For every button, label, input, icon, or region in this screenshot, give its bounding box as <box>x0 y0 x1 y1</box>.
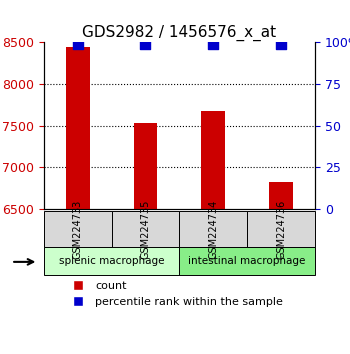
Bar <box>201 111 225 209</box>
Bar <box>66 47 90 209</box>
Point <box>210 41 216 47</box>
Text: GSM224736: GSM224736 <box>276 199 286 258</box>
FancyBboxPatch shape <box>179 247 315 275</box>
FancyBboxPatch shape <box>44 211 112 247</box>
Text: intestinal macrophage: intestinal macrophage <box>189 256 306 266</box>
Point <box>143 41 148 47</box>
Text: splenic macrophage: splenic macrophage <box>59 256 164 266</box>
FancyBboxPatch shape <box>112 211 179 247</box>
FancyBboxPatch shape <box>44 247 179 275</box>
FancyBboxPatch shape <box>247 211 315 247</box>
Text: GSM224733: GSM224733 <box>73 199 83 258</box>
FancyBboxPatch shape <box>179 211 247 247</box>
Legend: count, percentile rank within the sample: count, percentile rank within the sample <box>63 277 287 311</box>
Bar <box>134 123 158 209</box>
Point <box>278 41 284 47</box>
Text: GSM224735: GSM224735 <box>140 199 150 259</box>
Text: GSM224734: GSM224734 <box>208 199 218 258</box>
Bar <box>269 182 293 209</box>
Point <box>75 41 80 47</box>
Title: GDS2982 / 1456576_x_at: GDS2982 / 1456576_x_at <box>82 25 276 41</box>
